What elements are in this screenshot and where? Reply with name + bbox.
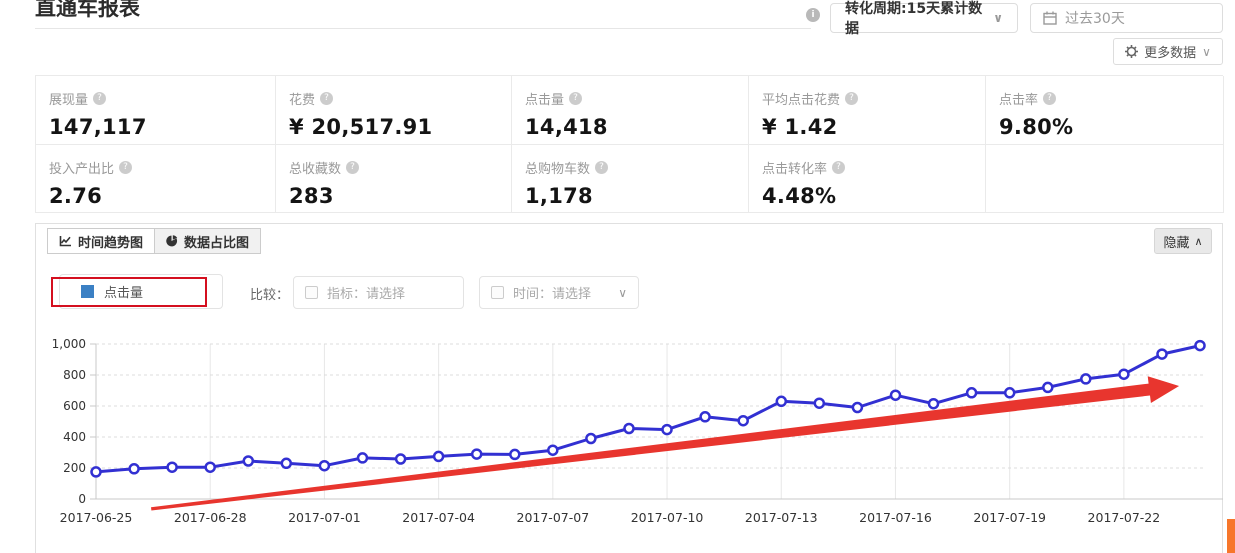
- stat-label: 总购物车数: [525, 162, 591, 177]
- chevron-down-icon: ∨: [993, 11, 1003, 25]
- stat-value: 1,178: [525, 184, 593, 208]
- svg-text:2017-07-04: 2017-07-04: [402, 510, 475, 525]
- svg-text:200: 200: [63, 461, 86, 475]
- gear-icon: [1125, 45, 1139, 58]
- stat-carts: 总购物车数? 1,178: [512, 145, 749, 213]
- info-icon[interactable]: i: [806, 8, 820, 22]
- stat-ctr: 点击率? 9.80%: [986, 76, 1224, 145]
- stat-label: 花费: [289, 93, 316, 108]
- svg-text:0: 0: [78, 492, 86, 506]
- chart-tabs: 时间趋势图 数据占比图: [47, 228, 262, 254]
- help-icon[interactable]: ?: [320, 92, 334, 105]
- svg-text:2017-06-28: 2017-06-28: [174, 510, 247, 525]
- svg-text:2017-06-25: 2017-06-25: [60, 510, 133, 525]
- tab-time-trend[interactable]: 时间趋势图: [47, 228, 156, 254]
- date-range-input[interactable]: 过去30天: [1030, 3, 1223, 33]
- date-range-value: 过去30天: [1065, 11, 1125, 27]
- svg-text:2017-07-16: 2017-07-16: [859, 510, 932, 525]
- legend-metric-clicks[interactable]: 点击量: [59, 274, 223, 309]
- compare-label: 比较：: [250, 288, 290, 303]
- stat-label: 点击量: [525, 93, 565, 108]
- stat-label: 点击率: [999, 93, 1039, 108]
- trend-chart: 0 200 400 600 800 1,000 2017-06-25 2017-06-28 20…: [52, 337, 1223, 525]
- help-icon[interactable]: ?: [595, 161, 609, 174]
- compare-time-select[interactable]: 时间：请选择 ∨: [479, 276, 639, 309]
- svg-text:2017-07-19: 2017-07-19: [973, 510, 1046, 525]
- help-icon[interactable]: ?: [1043, 92, 1057, 105]
- svg-text:2017-07-07: 2017-07-07: [517, 510, 590, 525]
- legend-label: 点击量: [104, 286, 144, 301]
- stat-label: 展现量: [49, 93, 89, 108]
- tab-label: 时间趋势图: [78, 235, 144, 251]
- stat-favorites: 总收藏数? 283: [276, 145, 512, 213]
- stat-value: 147,117: [49, 115, 147, 139]
- stat-value: ¥ 1.42: [762, 115, 838, 139]
- chart-panel: 时间趋势图 数据占比图 隐藏 ∧ 点击量 比较： 指标：请选择: [35, 223, 1223, 553]
- stat-value: ¥ 20,517.91: [289, 115, 433, 139]
- stat-empty-cell: [986, 145, 1224, 213]
- svg-text:2017-07-22: 2017-07-22: [1088, 510, 1161, 525]
- stat-value: 283: [289, 184, 334, 208]
- stat-avg-click-cost: 平均点击花费? ¥ 1.42: [749, 76, 986, 145]
- help-icon[interactable]: ?: [569, 92, 583, 105]
- header-divider: [35, 28, 811, 29]
- floating-corner-widget[interactable]: [1227, 519, 1235, 553]
- help-icon[interactable]: ?: [346, 161, 360, 174]
- compare-metric-select[interactable]: 指标：请选择: [293, 276, 464, 309]
- svg-text:600: 600: [63, 399, 86, 413]
- hide-label: 隐藏: [1163, 235, 1190, 251]
- more-data-button[interactable]: 更多数据 ∨: [1113, 38, 1223, 65]
- stat-impressions: 展现量? 147,117: [36, 76, 276, 145]
- tab-data-ratio[interactable]: 数据占比图: [154, 228, 262, 254]
- conversion-period-select[interactable]: 转化周期:15天累计数据 ∨: [830, 1, 1018, 37]
- metric-placeholder: 指标：请选择: [327, 287, 406, 302]
- stat-spend: 花费? ¥ 20,517.91: [276, 76, 512, 145]
- chevron-up-icon: ∧: [1194, 234, 1203, 248]
- stat-roi: 投入产出比? 2.76: [36, 145, 276, 213]
- red-highlight-annotation: [51, 277, 207, 307]
- calendar-icon: [1043, 11, 1057, 25]
- time-checkbox[interactable]: [491, 286, 504, 299]
- help-icon[interactable]: ?: [93, 92, 107, 105]
- metric-checkbox[interactable]: [305, 286, 318, 299]
- more-data-label: 更多数据: [1144, 46, 1197, 61]
- stat-label: 平均点击花费: [762, 93, 841, 108]
- conversion-period-label: 转化周期:15天累计数据: [845, 1, 983, 37]
- svg-text:2017-07-10: 2017-07-10: [631, 510, 704, 525]
- page-title: 直通车报表: [35, 0, 140, 20]
- svg-text:2017-07-01: 2017-07-01: [288, 510, 361, 525]
- pie-chart-icon: [166, 235, 178, 247]
- stat-clicks: 点击量? 14,418: [512, 76, 749, 145]
- svg-text:400: 400: [63, 430, 86, 444]
- hide-button[interactable]: 隐藏 ∧: [1154, 228, 1212, 254]
- stat-label: 投入产出比: [49, 162, 115, 177]
- help-icon[interactable]: ?: [119, 161, 133, 174]
- stat-value: 4.48%: [762, 184, 837, 208]
- svg-text:800: 800: [63, 368, 86, 382]
- stat-label: 总收藏数: [289, 162, 342, 177]
- chevron-down-icon: ∨: [618, 285, 627, 300]
- time-placeholder: 时间：请选择: [513, 287, 592, 302]
- svg-text:1,000: 1,000: [52, 337, 86, 351]
- stat-value: 2.76: [49, 184, 103, 208]
- help-icon[interactable]: ?: [845, 92, 859, 105]
- tab-label: 数据占比图: [184, 235, 250, 251]
- help-icon[interactable]: ?: [832, 161, 846, 174]
- stat-value: 9.80%: [999, 115, 1074, 139]
- stat-value: 14,418: [525, 115, 608, 139]
- svg-text:2017-07-13: 2017-07-13: [745, 510, 818, 525]
- stat-conversion-rate: 点击转化率? 4.48%: [749, 145, 986, 213]
- legend-color-swatch: [81, 285, 94, 298]
- chevron-down-icon: ∨: [1202, 44, 1211, 59]
- line-chart-icon: [59, 236, 71, 247]
- stat-label: 点击转化率: [762, 162, 828, 177]
- stats-grid: 展现量? 147,117 花费? ¥ 20,517.91 点击量? 14,418…: [35, 75, 1224, 213]
